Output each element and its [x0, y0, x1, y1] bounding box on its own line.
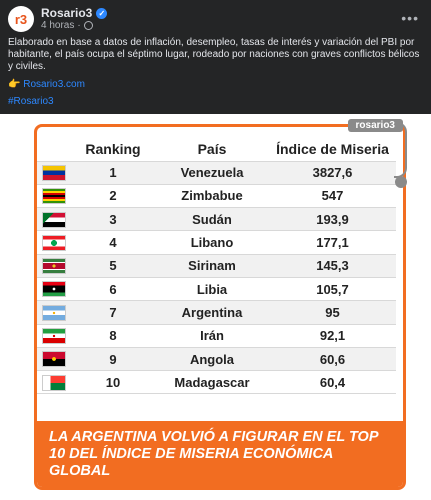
index-value-cell: 145,3	[269, 254, 396, 278]
index-column-header: Índice de Miseria	[269, 137, 396, 162]
madagascar-flag-icon	[42, 374, 66, 391]
argentina-flag-icon	[42, 304, 66, 321]
table-row: 9 Angola 60,6	[37, 347, 396, 372]
time-separator: ·	[77, 20, 81, 31]
rank-cell: 8	[71, 324, 155, 348]
country-cell: Libia	[155, 277, 269, 302]
country-cell: Libano	[155, 230, 269, 255]
country-cell: Venezuela	[155, 161, 269, 185]
globe-icon	[83, 21, 93, 30]
flag-column-header	[37, 137, 71, 162]
suriname-flag-icon	[42, 258, 66, 275]
table-row: 4 Libano 177,1	[37, 230, 396, 255]
post-time[interactable]: 4 horas	[41, 20, 75, 31]
table-row: 1 Venezuela 3827,6	[37, 161, 396, 185]
zimbabwe-flag-icon	[42, 188, 66, 205]
more-options-icon[interactable]: •••	[401, 10, 419, 26]
country-cell: Madagascar	[155, 370, 269, 395]
verified-badge-icon: ✓	[96, 7, 108, 19]
index-value-cell: 105,7	[269, 277, 396, 302]
post-image[interactable]: Ranking País Índice de Miseria 1 Venezuel…	[0, 114, 431, 500]
pointing-hand-icon: 👉	[8, 79, 21, 90]
rosario3-watermark: rosario3	[347, 119, 403, 132]
rank-cell: 10	[71, 370, 155, 395]
rank-cell: 3	[71, 207, 155, 232]
angola-flag-icon	[42, 351, 66, 368]
table-header-row: Ranking País Índice de Miseria	[37, 137, 396, 162]
rank-cell: 1	[71, 161, 155, 185]
table-row: 2 Zimbabue 547	[37, 184, 396, 209]
table-row: 3 Sudán 193,9	[37, 207, 396, 232]
page-name-text[interactable]: Rosario3	[41, 6, 93, 20]
index-value-cell: 547	[269, 184, 396, 209]
index-value-cell: 193,9	[269, 207, 396, 232]
rank-cell: 7	[71, 300, 155, 325]
flag-cell	[37, 161, 71, 185]
rank-cell: 5	[71, 254, 155, 278]
post-header: r3 Rosario3 ✓ 4 horas · •••	[0, 0, 431, 40]
rank-cell: 4	[71, 230, 155, 255]
venezuela-flag-icon	[42, 164, 66, 181]
country-cell: Angola	[155, 347, 269, 372]
country-cell: Sirinam	[155, 254, 269, 278]
libya-flag-icon	[42, 281, 66, 298]
page-avatar[interactable]: r3	[8, 6, 34, 32]
rank-cell: 6	[71, 277, 155, 302]
table-row: 7 Argentina 95	[37, 300, 396, 325]
country-cell: Zimbabue	[155, 184, 269, 209]
lebanon-flag-icon	[42, 234, 66, 251]
flag-cell	[37, 300, 71, 325]
index-value-cell: 92,1	[269, 324, 396, 348]
ranking-column-header: Ranking	[71, 137, 155, 162]
table-row: 10 Madagascar 60,4	[37, 370, 396, 395]
flag-cell	[37, 277, 71, 302]
table-row: 6 Libia 105,7	[37, 277, 396, 302]
index-value-cell: 3827,6	[269, 161, 396, 185]
iran-flag-icon	[42, 328, 66, 344]
hashtag-link[interactable]: #Rosario3	[8, 96, 54, 107]
flag-cell	[37, 207, 71, 232]
index-value-cell: 60,6	[269, 347, 396, 372]
country-cell: Argentina	[155, 300, 269, 325]
flag-cell	[37, 347, 71, 372]
index-value-cell: 177,1	[269, 230, 396, 255]
ranking-card: Ranking País Índice de Miseria 1 Venezuel…	[34, 124, 406, 490]
misery-index-table: Ranking País Índice de Miseria 1 Venezuel…	[37, 137, 396, 395]
page-name[interactable]: Rosario3 ✓	[41, 6, 108, 20]
table-row: 8 Irán 92,1	[37, 324, 396, 348]
country-cell: Sudán	[155, 207, 269, 232]
flag-cell	[37, 184, 71, 209]
headline-banner: La Argentina volvió a figurar en el top …	[37, 421, 403, 487]
flag-cell	[37, 370, 71, 395]
flag-cell	[37, 230, 71, 255]
country-column-header: País	[155, 137, 269, 162]
flag-cell	[37, 324, 71, 348]
post-text: Elaborado en base a datos de inflación, …	[8, 37, 420, 72]
table-row: 5 Sirinam 145,3	[37, 254, 396, 278]
post-meta: 4 horas ·	[41, 20, 93, 31]
rosario3-link[interactable]: Rosario3.com	[23, 79, 85, 90]
rank-cell: 9	[71, 347, 155, 372]
post-link-line: 👉 Rosario3.com	[8, 79, 85, 90]
index-value-cell: 60,4	[269, 370, 396, 395]
rank-cell: 2	[71, 184, 155, 209]
flag-cell	[37, 254, 71, 278]
sudan-flag-icon	[42, 211, 66, 228]
decorative-dot	[395, 176, 407, 188]
index-value-cell: 95	[269, 300, 396, 325]
country-cell: Irán	[155, 324, 269, 348]
